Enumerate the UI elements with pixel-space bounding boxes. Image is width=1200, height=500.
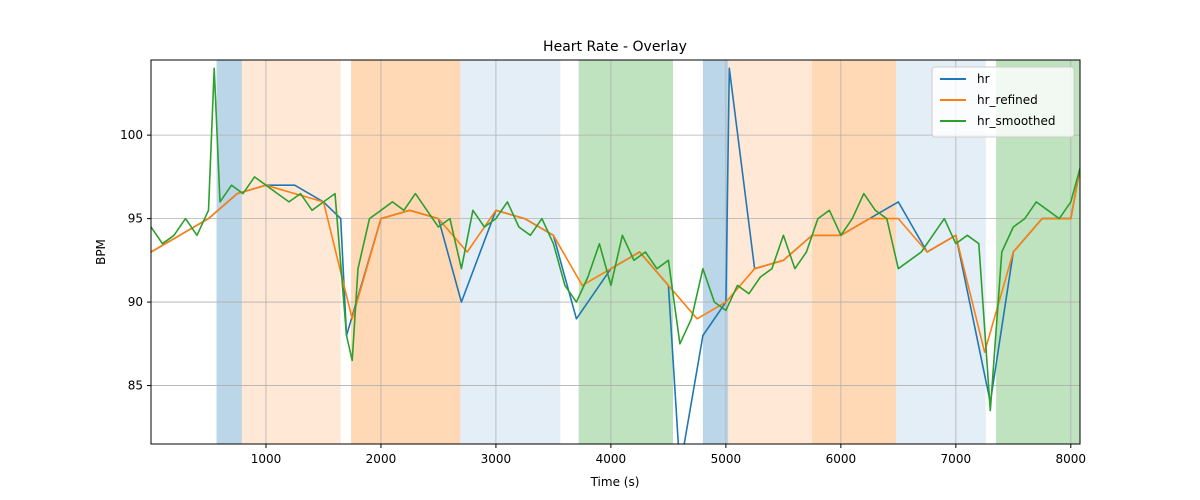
plot-area xyxy=(150,59,1081,445)
x-tick-label-2: 3000 xyxy=(481,452,512,466)
shaded-regions xyxy=(216,60,1080,444)
x-tick-label-7: 8000 xyxy=(1056,452,1087,466)
y-axis-label: BPM xyxy=(94,239,108,265)
y-axis: 85 90 95 100 xyxy=(120,128,151,393)
legend-label-hr-refined: hr_refined xyxy=(977,93,1038,107)
plot-frame xyxy=(150,59,1081,445)
x-tick-label-4: 5000 xyxy=(711,452,742,466)
chart-title: Heart Rate - Overlay xyxy=(543,39,687,55)
legend-label-hr-smoothed: hr_smoothed xyxy=(977,114,1055,128)
shaded-region-5 xyxy=(702,60,729,444)
shaded-region-0 xyxy=(216,60,242,444)
x-tick-label-6: 7000 xyxy=(941,452,972,466)
legend: hr hr_refined hr_smoothed xyxy=(931,66,1075,138)
shaded-region-1 xyxy=(241,60,341,444)
legend-box xyxy=(931,66,1075,138)
y-tick-label-3: 100 xyxy=(120,128,143,142)
grid-lines xyxy=(151,60,1080,444)
series-lines xyxy=(151,67,1080,444)
y-tick-label-2: 95 xyxy=(128,212,143,226)
series-line-hr-refined xyxy=(151,168,1080,354)
legend-label-hr: hr xyxy=(977,72,990,86)
shaded-region-4 xyxy=(578,60,673,444)
shaded-region-3 xyxy=(460,60,561,444)
x-axis-label: Time (s) xyxy=(590,475,640,489)
x-tick-label-5: 6000 xyxy=(826,452,857,466)
y-tick-label-0: 85 xyxy=(128,379,143,393)
shaded-region-7 xyxy=(812,60,897,444)
y-tick-label-1: 90 xyxy=(128,295,143,309)
x-tick-label-1: 2000 xyxy=(366,452,397,466)
shaded-region-2 xyxy=(351,60,461,444)
x-tick-label-3: 4000 xyxy=(596,452,627,466)
x-tick-label-0: 1000 xyxy=(251,452,282,466)
x-axis: 1000 2000 3000 4000 5000 6000 7000 8000 xyxy=(251,444,1086,466)
shaded-region-6 xyxy=(728,60,813,444)
series-line-hr-smoothed xyxy=(151,67,1080,412)
